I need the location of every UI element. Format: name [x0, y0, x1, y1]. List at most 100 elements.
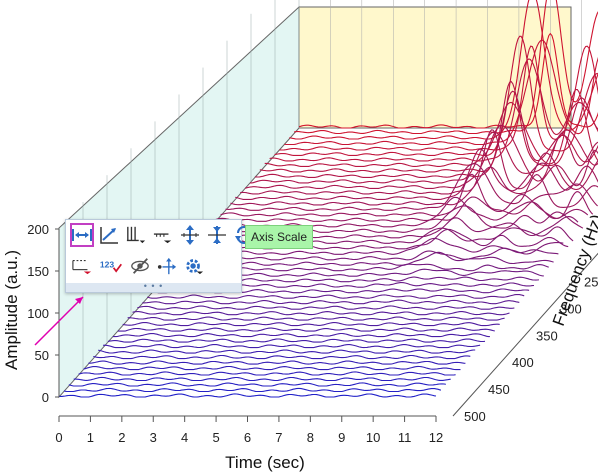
x-tick-label: 0: [55, 430, 62, 445]
hide-axis-icon: [131, 258, 149, 274]
rescale-horizontal-icon: [72, 229, 92, 241]
rescale-diagonal-icon: [100, 227, 118, 244]
vertical-center-button[interactable]: [205, 223, 229, 247]
waterfall-curve: [107, 338, 486, 343]
waterfall-curve: [279, 45, 598, 151]
axis-scale-dropdown-icon: [126, 226, 146, 244]
waterfall-curve: [83, 365, 461, 371]
x-tick-labels: 0 1 2 3 4 5 6 7 8 9 10 11 12: [55, 416, 443, 445]
x-axis-title: Time (sec): [225, 453, 305, 472]
waterfall-curve: [112, 332, 490, 338]
x-tick-label: 5: [212, 430, 219, 445]
waterfall-curve: [264, 89, 598, 167]
waterfall-curve: [244, 124, 598, 189]
waterfall-curve: [78, 371, 456, 376]
minor-ticks-dropdown-icon: [72, 260, 92, 275]
minor-ticks-dropdown-button[interactable]: [70, 254, 94, 278]
waterfall-curve: [147, 293, 525, 299]
tick-label-dropdown-button[interactable]: [151, 223, 175, 247]
waterfall-curve: [181, 247, 559, 261]
waterfall-curve: [235, 148, 598, 200]
waterfall-curve: [298, 32, 598, 129]
waterfall-curve: [274, 35, 598, 156]
waterfall-curve: [294, 0, 598, 135]
x-tick-label: 8: [307, 430, 314, 445]
z-tick-label: 100: [27, 306, 49, 321]
axis-scale-dropdown-button[interactable]: [124, 223, 148, 247]
waterfall-curve: [117, 327, 495, 332]
waterfall-curve: [142, 299, 520, 305]
waterfall-curve: [186, 237, 564, 255]
waterfall-curve: [73, 376, 451, 382]
waterfall-curve: [289, 0, 598, 140]
waterfall-curve: [68, 382, 446, 387]
toolbar-row-2: 123: [70, 254, 206, 278]
axis-scale-tooltip: Axis Scale: [245, 225, 314, 249]
waterfall-curve: [127, 316, 505, 321]
toolbar-row-1: [70, 223, 256, 247]
waterfall-curve: [269, 58, 598, 162]
y-tick-label: 300: [560, 301, 582, 316]
x-tick-label: 12: [429, 430, 443, 445]
waterfall-curve: [88, 360, 466, 365]
x-tick-label: 11: [398, 430, 412, 445]
y-tick-label: 400: [512, 355, 534, 370]
y-tick-labels: 050100150200250300350400450500: [464, 275, 598, 425]
waterfall-curve: [250, 129, 598, 184]
y-tick-label: 500: [464, 409, 486, 424]
y-tick-label: 450: [488, 382, 510, 397]
waterfall-curve: [230, 162, 598, 206]
z-tick-label: 200: [27, 222, 49, 237]
x-tick-label: 10: [366, 430, 380, 445]
waterfall-curve: [240, 129, 598, 195]
x-tick-label: 4: [181, 430, 188, 445]
vertical-move-icon: [181, 225, 199, 245]
waterfall-curve: [132, 311, 510, 316]
waterfall-curve: [63, 387, 442, 393]
waterfall-curve: [93, 354, 471, 360]
back-wall: [298, 6, 572, 129]
waterfall-curve: [103, 343, 481, 349]
axis-mini-toolbar: 123 • • •: [65, 219, 253, 293]
y-axis-line: [452, 252, 598, 417]
x-tick-label: 3: [150, 430, 157, 445]
waterfall-curve: [137, 305, 515, 310]
tick-label-dropdown-icon: [153, 233, 172, 244]
pointer-arrow: [34, 296, 84, 346]
rescale-horizontal-button[interactable]: [70, 223, 94, 247]
x-tick-label: 7: [275, 430, 282, 445]
x-tick-label: 2: [118, 430, 125, 445]
axis-position-button[interactable]: [155, 254, 179, 278]
waterfall-curve: [220, 173, 598, 217]
toolbar-expand-handle[interactable]: • • •: [66, 282, 241, 292]
waterfall-curve: [59, 393, 437, 398]
y-tick-label: 350: [536, 328, 558, 343]
z-tick-label: 50: [35, 348, 49, 363]
tick-numbers-button[interactable]: 123: [97, 254, 125, 278]
waterfall-curve: [122, 321, 500, 327]
waterfall-curve: [259, 80, 598, 173]
waterfall-series: [59, 0, 598, 398]
tick-numbers-label: 123: [100, 260, 115, 270]
tick-numbers-icon: 123: [100, 260, 122, 273]
z-tick-labels: 0 50 100 150 200: [27, 222, 59, 405]
rescale-diagonal-button[interactable]: [97, 223, 121, 247]
x-tick-label: 6: [244, 430, 251, 445]
x-tick-label: 9: [338, 430, 345, 445]
vertical-center-icon: [208, 226, 226, 244]
axis-position-icon: [157, 257, 177, 275]
x-tick-label: 1: [87, 430, 94, 445]
waterfall-curve: [98, 349, 476, 354]
y-tick-label: 250: [584, 275, 598, 290]
z-tick-label: 150: [27, 264, 49, 279]
axis-settings-button[interactable]: [182, 254, 206, 278]
waterfall-curve: [284, 39, 598, 146]
waterfall-curve: [225, 163, 598, 211]
z-tick-label: 0: [42, 390, 49, 405]
waterfall-curve: [215, 191, 594, 222]
waterfall-curve: [210, 196, 589, 228]
hide-axis-button[interactable]: [128, 254, 152, 278]
vertical-move-button[interactable]: [178, 223, 202, 247]
waterfall-curve: [254, 90, 598, 178]
